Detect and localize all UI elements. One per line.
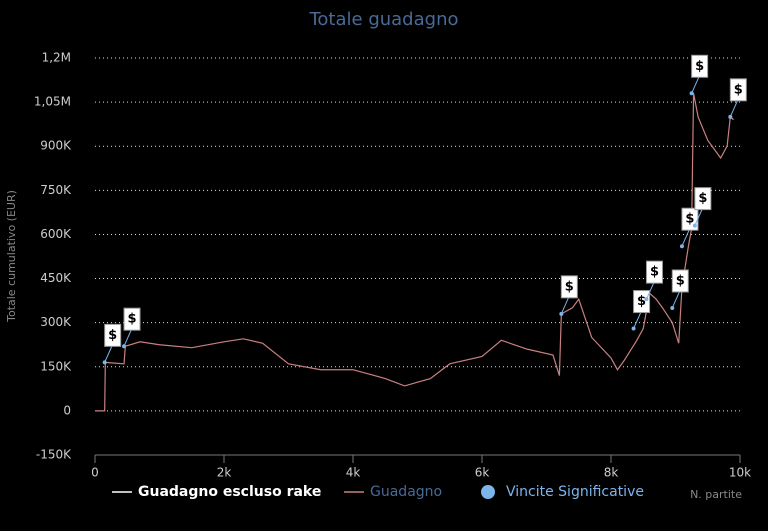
- x-tick-label: 6k: [475, 466, 490, 480]
- x-tick-label: 0: [91, 466, 99, 480]
- legend-label[interactable]: Guadagno escluso rake: [138, 484, 321, 500]
- flag-label: $: [695, 59, 704, 74]
- y-tick-label: 900K: [40, 139, 72, 153]
- y-tick-label: 750K: [40, 183, 72, 197]
- marker: [559, 311, 564, 316]
- y-axis-label: Totale cumulativo (EUR): [5, 190, 18, 323]
- flag: [691, 54, 709, 78]
- flag: [729, 78, 747, 102]
- marker: [689, 91, 694, 96]
- flag-label: $: [734, 82, 743, 97]
- x-tick-label: 4k: [346, 466, 361, 480]
- marker: [644, 297, 649, 302]
- marker: [670, 305, 675, 310]
- flag-pole: [671, 289, 681, 309]
- legend-label[interactable]: Guadagno: [370, 484, 442, 500]
- marker: [102, 360, 107, 365]
- flag: [560, 275, 578, 299]
- chart-title: Totale guadagno: [308, 9, 458, 30]
- flag-label: $: [676, 273, 685, 288]
- flag: [123, 307, 141, 331]
- flag-label: $: [128, 312, 137, 327]
- y-tick-label: -150K: [36, 448, 72, 462]
- y-tick-label: 1,05M: [34, 95, 71, 109]
- x-axis-label: N. partite: [690, 488, 742, 501]
- flag-label: $: [108, 328, 117, 343]
- flag-label: $: [637, 294, 646, 309]
- y-tick-label: 300K: [40, 315, 72, 329]
- y-tick-label: 1,2M: [42, 51, 71, 65]
- flag-pole: [123, 327, 133, 347]
- flag-pole: [694, 207, 704, 226]
- legend-label[interactable]: Vincite Significative: [506, 484, 644, 500]
- marker: [728, 114, 733, 119]
- x-tick-label: 2k: [217, 466, 232, 480]
- y-tick-label: 0: [63, 403, 71, 417]
- marker: [122, 344, 127, 349]
- flag: [633, 290, 651, 314]
- flag: [104, 323, 122, 347]
- flag-pole: [646, 280, 655, 300]
- y-tick-label: 600K: [40, 227, 72, 241]
- flag-label: $: [698, 191, 707, 206]
- flag-pole: [560, 295, 570, 315]
- y-tick-label: 150K: [40, 359, 72, 373]
- flag-pole: [633, 310, 643, 329]
- flag: [671, 269, 689, 293]
- flag-pole: [681, 228, 691, 247]
- marker: [679, 244, 684, 249]
- flag-label: $: [565, 279, 574, 294]
- flag: [694, 187, 712, 211]
- flag-label: $: [650, 265, 659, 280]
- marker: [631, 326, 636, 331]
- x-tick-label: 10k: [729, 466, 751, 480]
- flag: [645, 260, 663, 284]
- flag-pole: [104, 344, 114, 363]
- legend-symbol: [481, 485, 495, 499]
- marker: [692, 223, 697, 228]
- x-tick-label: 8k: [604, 466, 619, 480]
- y-tick-label: 450K: [40, 271, 72, 285]
- flag-pole: [691, 75, 701, 94]
- flag-pole: [729, 98, 739, 118]
- flag-label: $: [685, 212, 694, 227]
